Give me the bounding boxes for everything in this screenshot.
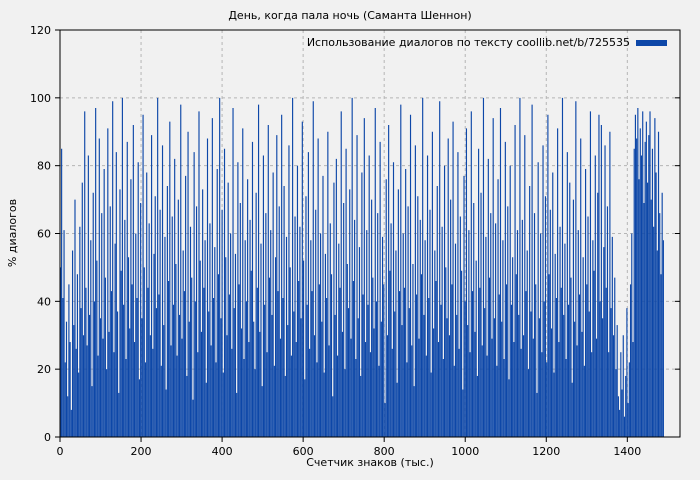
x-axis-label: Счетчик знаков (тыс.)	[306, 456, 434, 469]
y-tick-label: 20	[37, 363, 51, 376]
x-tick-label: 800	[374, 445, 395, 458]
x-tick-label: 1000	[451, 445, 479, 458]
y-tick-label: 60	[37, 228, 51, 241]
x-tick-label: 600	[293, 445, 314, 458]
y-tick-label: 120	[30, 24, 51, 37]
y-tick-label: 0	[44, 431, 51, 444]
y-axis-label: % диалогов	[6, 198, 19, 268]
chart-title: День, когда пала ночь (Саманта Шеннон)	[228, 9, 472, 22]
x-tick-label: 400	[212, 445, 233, 458]
legend: Использование диалогов по тексту coollib…	[307, 36, 667, 50]
y-tick-label: 40	[37, 295, 51, 308]
x-tick-label: 0	[57, 445, 64, 458]
x-tick-label: 200	[131, 445, 152, 458]
x-tick-label: 1400	[613, 445, 641, 458]
x-tick-label: 1200	[532, 445, 560, 458]
y-tick-label: 80	[37, 160, 51, 173]
legend-swatch-icon	[636, 40, 667, 46]
y-tick-label: 100	[30, 92, 51, 105]
legend-label: Использование диалогов по тексту coollib…	[306, 36, 630, 49]
